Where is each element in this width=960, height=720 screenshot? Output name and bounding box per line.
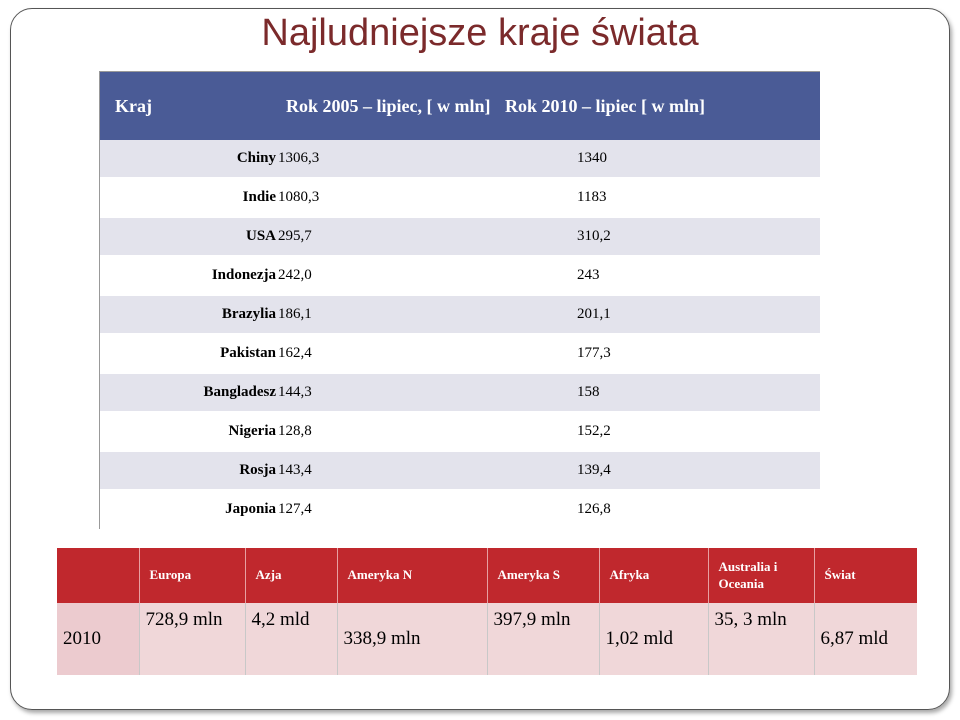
- header-ameryka-s: Ameryka S: [486, 548, 599, 603]
- ameryka-s-cell: 397,9 mln: [486, 603, 599, 675]
- value-2010-cell: 139,4: [497, 451, 820, 491]
- header-empty: [57, 548, 139, 603]
- value-2010-cell: 243: [497, 256, 820, 296]
- header-2005: Rok 2005 – lipiec, [ w mln]: [278, 72, 497, 140]
- continents-header-row: Europa Azja Ameryka N Ameryka S Afryka A…: [57, 548, 917, 603]
- page-title: Najludniejsze kraje świata: [261, 12, 699, 54]
- country-cell: Indie: [100, 178, 278, 218]
- year-cell: 2010: [57, 603, 139, 675]
- value-2010-cell: 1183: [497, 178, 820, 218]
- continents-data-row: 2010 728,9 mln 4,2 mld 338,9 mln 397,9 m…: [57, 603, 917, 675]
- swiat-cell: 6,87 mld: [813, 603, 917, 675]
- continents-table: Europa Azja Ameryka N Ameryka S Afryka A…: [57, 548, 917, 675]
- table-row: Rosja 143,4 139,4: [100, 451, 820, 491]
- population-table: Kraj Rok 2005 – lipiec, [ w mln] Rok 201…: [100, 72, 820, 530]
- table-row: Indonezja 242,0 243: [100, 256, 820, 296]
- ameryka-n-cell: 338,9 mln: [336, 603, 487, 675]
- table-row: Chiny 1306,3 1340: [100, 140, 820, 179]
- value-2010-cell: 158: [497, 373, 820, 413]
- header-afryka: Afryka: [598, 548, 708, 603]
- value-2010-cell: 177,3: [497, 334, 820, 374]
- country-cell: Pakistan: [100, 334, 278, 374]
- value-2005-cell: 144,3: [278, 373, 497, 413]
- europa-cell: 728,9 mln: [138, 603, 245, 675]
- header-kraj: Kraj: [100, 72, 278, 140]
- value-2010-cell: 201,1: [497, 295, 820, 335]
- header-ameryka-n: Ameryka N: [336, 548, 487, 603]
- country-cell: Indonezja: [100, 256, 278, 296]
- table-row: Nigeria 128,8 152,2: [100, 412, 820, 452]
- australia-cell: 35, 3 mln: [707, 603, 814, 675]
- afryka-cell: 1,02 mld: [598, 603, 708, 675]
- value-2005-cell: 1080,3: [278, 178, 497, 218]
- value-2010-cell: 310,2: [497, 217, 820, 257]
- value-2010-cell: 126,8: [497, 490, 820, 530]
- table-row: Indie 1080,3 1183: [100, 178, 820, 218]
- slide-frame: [10, 8, 950, 710]
- country-cell: Nigeria: [100, 412, 278, 452]
- azja-cell: 4,2 mld: [244, 603, 337, 675]
- country-cell: Japonia: [100, 490, 278, 530]
- header-swiat: Świat: [813, 548, 917, 603]
- table-row: Pakistan 162,4 177,3: [100, 334, 820, 374]
- country-cell: Brazylia: [100, 295, 278, 335]
- value-2005-cell: 242,0: [278, 256, 497, 296]
- table-header-row: Kraj Rok 2005 – lipiec, [ w mln] Rok 201…: [100, 72, 820, 140]
- table-row: Japonia 127,4 126,8: [100, 490, 820, 530]
- value-2005-cell: 143,4: [278, 451, 497, 491]
- table-row: USA 295,7 310,2: [100, 217, 820, 257]
- value-2005-cell: 128,8: [278, 412, 497, 452]
- value-2005-cell: 295,7: [278, 217, 497, 257]
- value-2005-cell: 186,1: [278, 295, 497, 335]
- country-cell: Chiny: [100, 140, 278, 179]
- value-2010-cell: 152,2: [497, 412, 820, 452]
- value-2010-cell: 1340: [497, 140, 820, 179]
- value-2005-cell: 1306,3: [278, 140, 497, 179]
- header-azja: Azja: [244, 548, 337, 603]
- table-row: Brazylia 186,1 201,1: [100, 295, 820, 335]
- table-row: Bangladesz 144,3 158: [100, 373, 820, 413]
- value-2005-cell: 127,4: [278, 490, 497, 530]
- country-cell: USA: [100, 217, 278, 257]
- country-cell: Bangladesz: [100, 373, 278, 413]
- value-2005-cell: 162,4: [278, 334, 497, 374]
- header-2010: Rok 2010 – lipiec [ w mln]: [497, 72, 820, 140]
- header-europa: Europa: [138, 548, 245, 603]
- country-cell: Rosja: [100, 451, 278, 491]
- header-australia: Australia i Oceania: [707, 548, 814, 603]
